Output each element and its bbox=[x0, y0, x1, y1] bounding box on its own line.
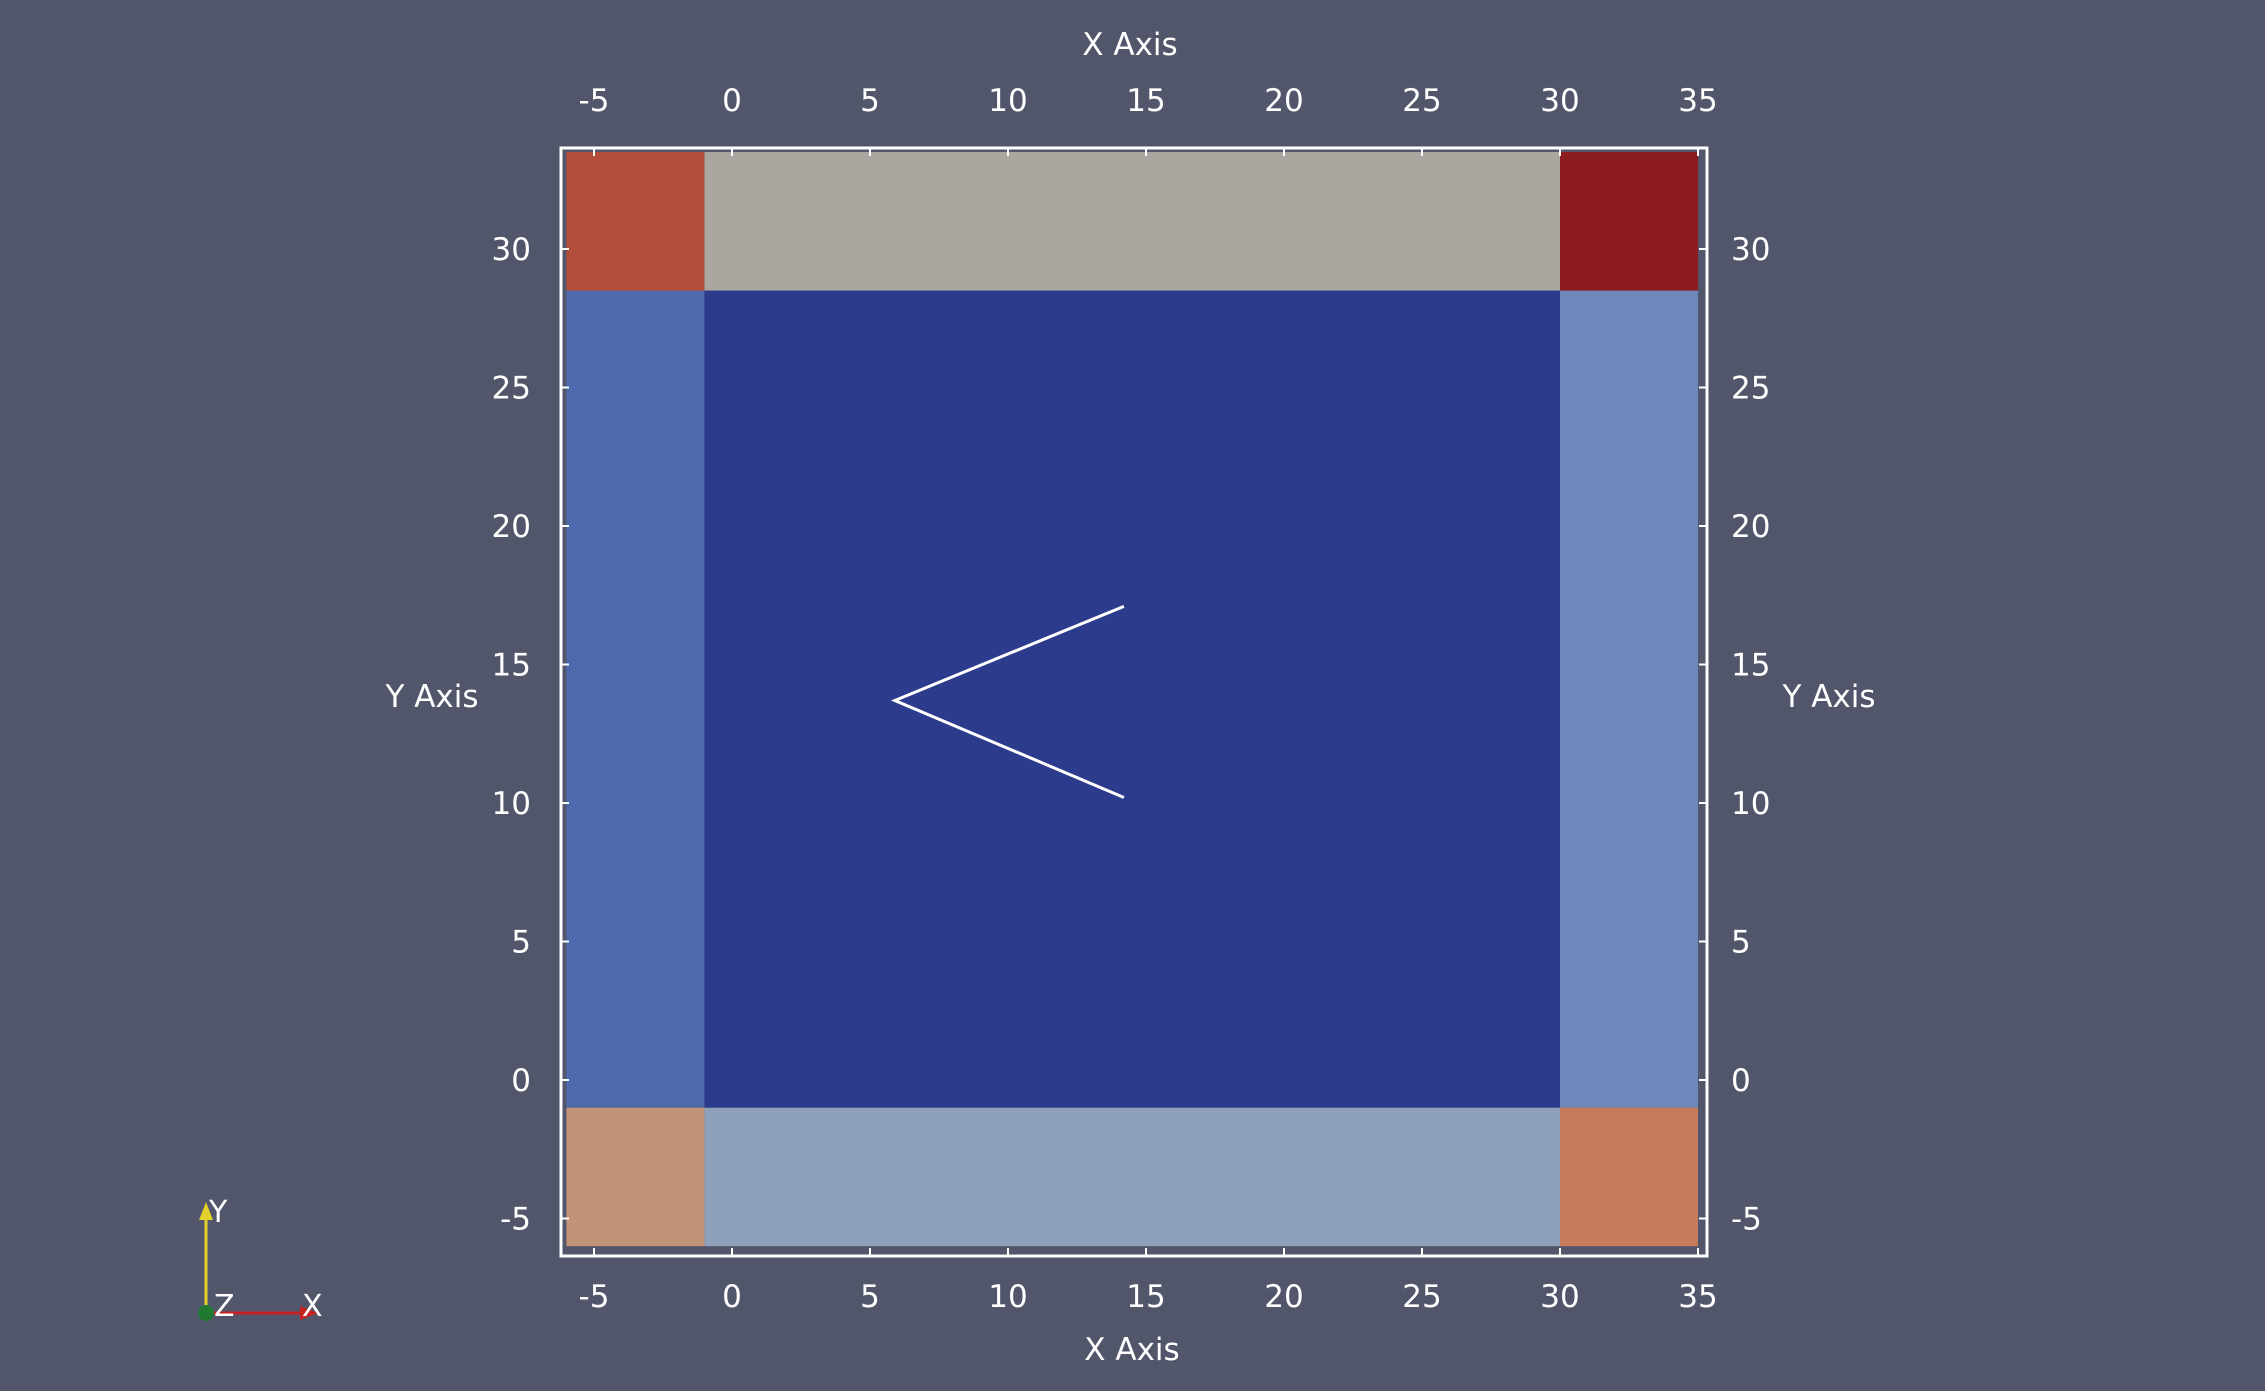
colored-regions bbox=[566, 152, 1698, 1247]
bottom-left-corner bbox=[566, 1107, 705, 1247]
y-tick-label-right: -5 bbox=[1731, 1202, 1762, 1238]
y-axis-title-right: Y Axis bbox=[1781, 679, 1875, 715]
x-tick-label-top: 15 bbox=[1126, 83, 1165, 119]
y-tick-label-right: 30 bbox=[1731, 232, 1770, 268]
x-axis-title-top: X Axis bbox=[1082, 27, 1177, 63]
x-tick-label-bottom: 25 bbox=[1402, 1279, 1441, 1315]
x-tick-label-top: 0 bbox=[722, 83, 742, 119]
center-region bbox=[704, 290, 1560, 1108]
x-tick-label-bottom: 35 bbox=[1678, 1279, 1717, 1315]
x-tick-label-top: 20 bbox=[1264, 83, 1303, 119]
orientation-x-label: X bbox=[302, 1289, 323, 1324]
y-axis-title-left: Y Axis bbox=[384, 679, 478, 715]
v-shaped-line bbox=[890, 604, 1125, 799]
top-left-corner bbox=[566, 152, 705, 291]
y-tick-label-left: -5 bbox=[500, 1202, 531, 1238]
x-tick-label-top: 25 bbox=[1402, 83, 1441, 119]
axes-frame bbox=[559, 146, 1709, 1258]
bottom-edge-region bbox=[704, 1107, 1560, 1247]
orientation-y-label: Y bbox=[208, 1195, 228, 1230]
x-tick-label-top: -5 bbox=[579, 83, 610, 119]
y-tick-label-left: 20 bbox=[492, 509, 531, 545]
y-tick-label-left: 0 bbox=[511, 1063, 531, 1099]
x-tick-label-top: 5 bbox=[860, 83, 880, 119]
x-tick-label-bottom: 5 bbox=[860, 1279, 880, 1315]
x-tick-label-bottom: -5 bbox=[579, 1279, 610, 1315]
y-tick-label-right: 20 bbox=[1731, 509, 1770, 545]
x-tick-label-top: 35 bbox=[1678, 83, 1717, 119]
x-tick-label-bottom: 30 bbox=[1540, 1279, 1579, 1315]
bounding-frame bbox=[559, 146, 1709, 1258]
y-tick-label-left: 5 bbox=[511, 925, 531, 961]
x-tick-label-bottom: 0 bbox=[722, 1279, 742, 1315]
y-tick-label-right: 0 bbox=[1731, 1063, 1751, 1099]
y-tick-label-left: 30 bbox=[492, 232, 531, 268]
x-tick-label-bottom: 20 bbox=[1264, 1279, 1303, 1315]
x-axis-title-bottom: X Axis bbox=[1084, 1332, 1179, 1368]
y-tick-label-left: 10 bbox=[492, 786, 531, 822]
y-tick-label-left: 25 bbox=[492, 371, 531, 407]
y-tick-label-right: 15 bbox=[1731, 648, 1770, 684]
z-orientation-dot bbox=[198, 1305, 214, 1321]
y-tick-label-left: 15 bbox=[492, 648, 531, 684]
x-tick-label-top: 30 bbox=[1540, 83, 1579, 119]
x-tick-label-bottom: 10 bbox=[988, 1279, 1027, 1315]
y-tick-label-right: 10 bbox=[1731, 786, 1770, 822]
y-tick-label-right: 5 bbox=[1731, 925, 1751, 961]
y-tick-label-right: 25 bbox=[1731, 371, 1770, 407]
x-tick-label-top: 10 bbox=[988, 83, 1027, 119]
left-edge-region bbox=[566, 290, 705, 1108]
top-right-corner bbox=[1560, 152, 1698, 291]
right-edge-region bbox=[1560, 290, 1698, 1108]
x-arrowhead-icon bbox=[300, 1306, 318, 1320]
x-tick-label-bottom: 15 bbox=[1126, 1279, 1165, 1315]
axis-ticks: -5 -5 0 0 5 5 10 10 15 15 20 20 25 25 30 30 35 35 30 30 25 25… bbox=[492, 83, 1771, 1315]
orientation-axes-widget: Y Z X bbox=[198, 1195, 323, 1324]
bottom-right-corner bbox=[1560, 1107, 1698, 1247]
top-edge-region bbox=[704, 152, 1560, 291]
orientation-z-label: Z bbox=[214, 1289, 235, 1324]
y-arrowhead-icon bbox=[199, 1202, 213, 1220]
